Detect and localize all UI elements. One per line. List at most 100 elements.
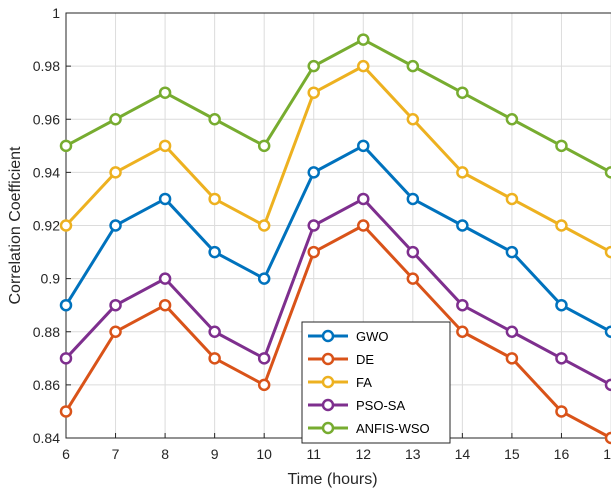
data-point <box>208 245 221 259</box>
legend: GWO DE FA PSO-SA ANFIS-WSO <box>301 321 451 444</box>
data-point <box>505 352 519 365</box>
x-tick-label: 15 <box>504 446 520 462</box>
data-point <box>158 192 172 206</box>
legend-item: FA <box>308 375 372 390</box>
data-point <box>456 325 469 338</box>
legend-item: GWO <box>308 329 389 344</box>
data-point <box>357 139 370 153</box>
legend-item: ANFIS-WSO <box>308 421 430 436</box>
data-point <box>208 325 221 338</box>
y-tick-label: 1 <box>52 5 60 21</box>
legend-marker <box>321 398 335 412</box>
series-line <box>65 38 611 174</box>
x-tick-label: 12 <box>355 446 371 462</box>
legend-label: DE <box>356 352 374 367</box>
x-tick-label: 8 <box>161 446 169 462</box>
data-point <box>505 113 519 126</box>
legend-marker <box>321 375 335 389</box>
series-line <box>64 197 611 387</box>
data-point <box>406 113 420 126</box>
y-axis-ticks: 0.84 0.86 0.88 0.9 0.92 0.94 0.96 0.98 1 <box>33 5 71 446</box>
data-point <box>357 59 370 73</box>
data-point <box>555 352 568 365</box>
y-axis-label: Correlation Coefficient <box>7 146 24 305</box>
legend-item: PSO-SA <box>308 398 405 413</box>
data-point <box>59 352 73 365</box>
data-point <box>109 325 122 338</box>
x-tick-label: 6 <box>62 446 70 462</box>
data-point <box>555 139 568 153</box>
y-tick-label: 0.94 <box>33 164 60 180</box>
data-point <box>158 298 172 312</box>
data-point <box>505 245 519 259</box>
legend-marker <box>321 421 335 435</box>
data-point <box>604 431 611 445</box>
data-point <box>307 219 320 232</box>
data-point <box>59 298 73 312</box>
data-point <box>307 86 320 99</box>
data-point <box>307 166 320 179</box>
data-point <box>257 272 271 285</box>
legend-label: PSO-SA <box>356 398 405 413</box>
x-tick-label: 17 <box>603 446 611 462</box>
data-point <box>505 325 519 338</box>
x-tick-label: 10 <box>256 446 272 462</box>
series-pso-sa <box>59 192 611 392</box>
data-point <box>208 352 221 365</box>
data-point <box>604 325 611 338</box>
x-tick-label: 9 <box>211 446 219 462</box>
data-point <box>604 166 611 179</box>
x-tick-label: 13 <box>405 446 421 462</box>
data-point <box>555 219 568 232</box>
y-tick-label: 0.84 <box>33 430 60 446</box>
data-point <box>109 166 122 179</box>
series-de <box>59 219 611 445</box>
data-point <box>555 405 568 418</box>
data-point <box>307 245 320 259</box>
data-point <box>257 352 271 365</box>
data-point <box>158 86 172 99</box>
series-line <box>64 224 611 440</box>
y-tick-label: 0.92 <box>33 218 60 234</box>
data-point <box>406 59 420 73</box>
data-point <box>109 113 122 126</box>
x-tick-label: 14 <box>455 446 471 462</box>
data-point <box>604 245 611 259</box>
data-point <box>59 139 73 153</box>
data-point <box>604 378 611 392</box>
data-point <box>555 298 568 312</box>
legend-item: DE <box>308 352 374 367</box>
data-point <box>406 272 420 285</box>
legend-marker <box>321 352 335 366</box>
legend-label: GWO <box>356 329 389 344</box>
x-axis-label: Time (hours) <box>287 471 377 488</box>
data-point <box>158 139 172 153</box>
data-point <box>208 113 221 126</box>
data-point <box>257 219 271 232</box>
series-gwo <box>59 139 611 338</box>
series-line <box>64 64 611 254</box>
data-point <box>357 33 370 46</box>
data-point <box>59 219 73 232</box>
data-point <box>456 219 469 232</box>
data-point <box>158 272 172 285</box>
data-point <box>257 139 271 153</box>
data-point <box>357 219 370 232</box>
legend-label: FA <box>356 375 372 390</box>
y-tick-label: 0.9 <box>41 271 61 287</box>
data-point <box>406 192 420 206</box>
x-tick-label: 16 <box>554 446 570 462</box>
data-point <box>456 86 469 99</box>
series-anfis-wso <box>59 33 611 179</box>
data-point <box>307 59 320 73</box>
series-line <box>64 144 611 334</box>
data-point <box>109 219 122 232</box>
data-point <box>505 192 519 206</box>
legend-label: ANFIS-WSO <box>356 421 430 436</box>
data-point <box>456 298 469 312</box>
data-point <box>59 405 73 418</box>
data-point <box>406 245 420 259</box>
x-axis-ticks: 6 7 8 9 10 11 12 13 14 15 16 17 <box>62 433 611 462</box>
y-tick-label: 0.98 <box>33 58 60 74</box>
